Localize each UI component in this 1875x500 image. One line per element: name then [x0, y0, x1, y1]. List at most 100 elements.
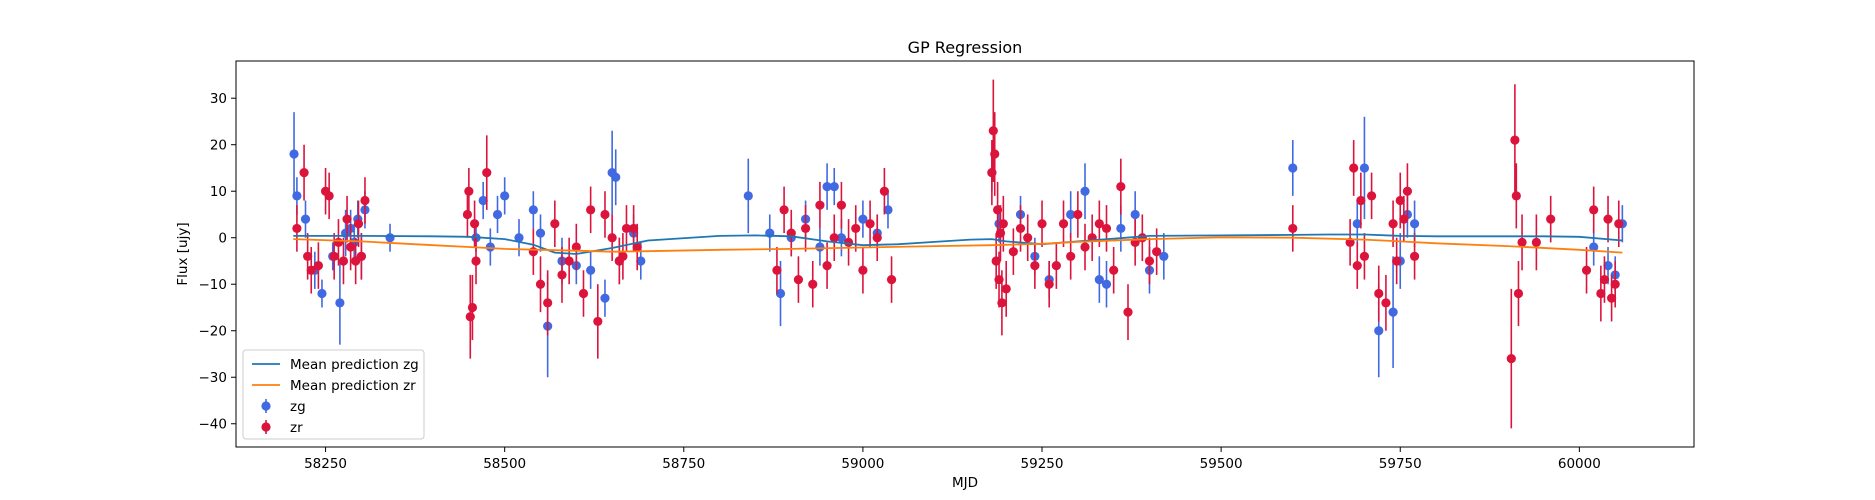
point-zr	[1546, 214, 1556, 224]
point-zr	[303, 251, 313, 261]
point-zr	[1596, 288, 1606, 299]
point-zg	[1409, 219, 1420, 229]
point-zr	[333, 237, 344, 247]
point-zr	[822, 261, 832, 271]
point-zg	[1589, 242, 1599, 252]
point-zr	[1392, 256, 1402, 266]
point-zg	[1388, 307, 1398, 317]
point-zr	[543, 298, 553, 308]
chart-title: GP Regression	[908, 38, 1023, 57]
point-zg	[289, 149, 299, 159]
point-zg	[815, 242, 825, 252]
point-zr	[353, 219, 364, 229]
point-zr	[843, 237, 854, 247]
point-zr	[1531, 237, 1541, 247]
point-zr	[1366, 191, 1377, 201]
y-tick-label: −10	[199, 277, 228, 293]
point-zg	[1288, 163, 1298, 173]
point-zr	[550, 219, 560, 229]
point-zr	[1517, 237, 1527, 247]
x-tick-label: 60000	[1558, 456, 1601, 472]
point-zr	[578, 288, 589, 299]
point-zr	[342, 214, 352, 224]
point-zr	[779, 205, 789, 215]
point-zr	[571, 242, 581, 252]
y-tick-label: 0	[218, 231, 227, 247]
point-zg	[858, 214, 868, 224]
point-zr	[535, 279, 546, 289]
point-zr	[1015, 223, 1026, 234]
plot-content	[289, 79, 1627, 429]
point-zr	[1513, 288, 1524, 299]
point-zr	[793, 274, 804, 285]
point-zg	[836, 233, 847, 243]
point-zr	[1094, 219, 1104, 229]
point-zr	[1123, 307, 1133, 317]
y-tick-label: 30	[210, 91, 227, 107]
point-zg	[1359, 163, 1370, 173]
point-zr	[1399, 214, 1409, 224]
legend-swatch	[261, 422, 271, 432]
point-zr	[324, 191, 334, 201]
point-zr	[1137, 233, 1147, 243]
x-tick-label: 58500	[483, 456, 526, 472]
point-zr	[829, 233, 839, 243]
point-zr	[1080, 242, 1090, 252]
point-zr	[557, 270, 567, 280]
point-zr	[1116, 181, 1126, 192]
point-zr	[618, 251, 628, 261]
point-zr	[1101, 223, 1112, 234]
point-zg	[485, 242, 495, 252]
point-zr	[800, 223, 811, 234]
point-zg	[600, 293, 610, 303]
point-zg	[492, 209, 503, 220]
point-zr	[1381, 298, 1391, 308]
point-zg	[586, 265, 596, 275]
point-zg	[1130, 209, 1140, 220]
legend-label: zr	[290, 420, 303, 436]
plot-area	[289, 79, 1627, 429]
point-zg	[1159, 251, 1169, 261]
point-zr	[467, 302, 478, 313]
point-zg	[1116, 223, 1126, 234]
point-zr	[632, 242, 642, 252]
point-zr	[621, 223, 632, 234]
point-zg	[300, 214, 311, 224]
point-zr	[879, 186, 889, 196]
point-zr	[1603, 214, 1613, 224]
point-zr	[607, 233, 617, 243]
point-zr	[1030, 261, 1040, 271]
line-Mean prediction zr	[293, 236, 1623, 254]
point-zr	[469, 219, 480, 229]
point-zr	[1288, 223, 1298, 234]
point-zr	[997, 298, 1007, 308]
point-zr	[1001, 284, 1011, 294]
point-zg	[385, 233, 395, 243]
x-tick-label: 59250	[1021, 456, 1064, 472]
point-zg	[1352, 219, 1362, 229]
line-Mean prediction zg	[293, 233, 1623, 255]
point-zr	[482, 168, 492, 178]
point-zr	[1409, 251, 1420, 261]
point-zg	[743, 191, 753, 201]
point-zr	[629, 223, 639, 234]
point-zg	[611, 172, 621, 182]
y-tick-label: −30	[199, 370, 228, 386]
point-zr	[858, 265, 868, 275]
point-zg	[829, 181, 839, 192]
point-zr	[1073, 209, 1083, 220]
point-zr	[865, 219, 875, 229]
point-zr	[586, 205, 596, 215]
point-zr	[1607, 293, 1617, 303]
point-zr	[1037, 219, 1047, 229]
point-zg	[822, 181, 832, 192]
legend: Mean prediction zg Mean prediction zr zg zr	[242, 349, 425, 440]
point-zr	[1109, 265, 1119, 275]
x-tick-label: 59000	[841, 456, 884, 472]
point-zr	[338, 256, 349, 266]
point-zg	[478, 195, 488, 206]
legend-label: zg	[290, 399, 306, 415]
point-zr	[292, 223, 302, 234]
point-zr	[808, 279, 818, 289]
point-zg	[636, 256, 646, 266]
